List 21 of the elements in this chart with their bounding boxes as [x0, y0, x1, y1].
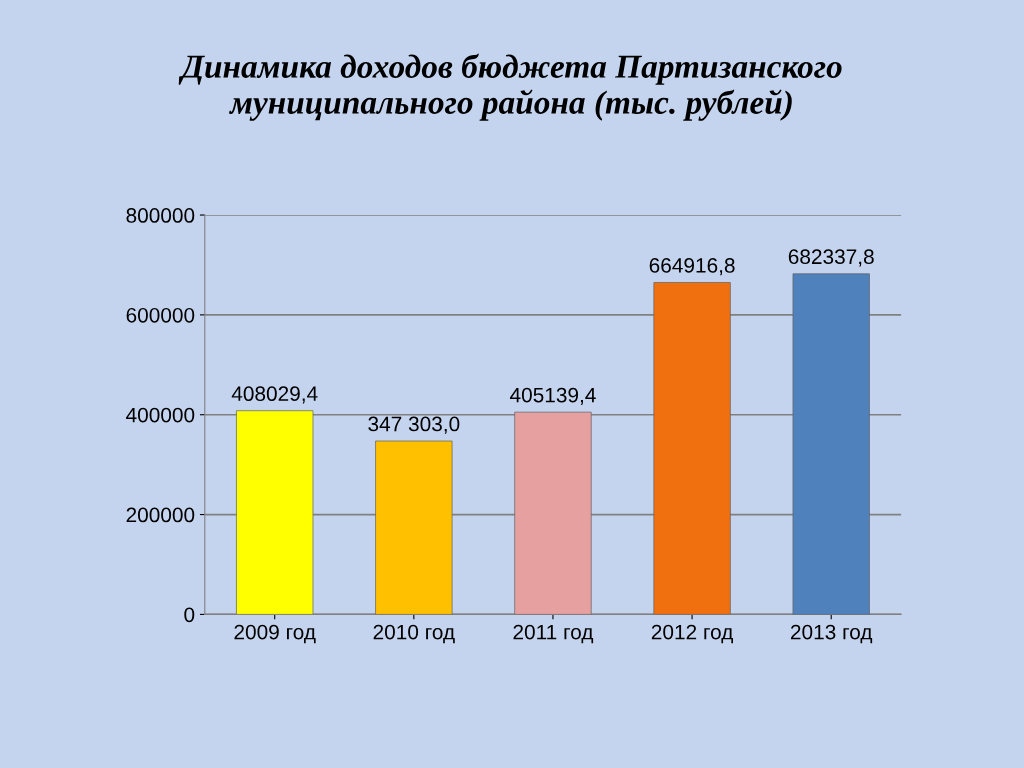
x-tick-label: 2013 год: [790, 624, 873, 644]
bar: [375, 440, 453, 615]
bar: [514, 411, 592, 615]
x-tick-label: 2009 год: [234, 624, 316, 644]
y-tick-label: 800000: [126, 208, 195, 223]
data-label: 405139,4: [510, 387, 596, 405]
bar: [792, 273, 870, 615]
bar: [653, 282, 731, 615]
y-tick-label: 200000: [126, 507, 195, 523]
data-label: 664916,8: [649, 258, 735, 276]
chart-title: Динамика доходов бюджета Партизанского муниципального района (тыс. рублей): [178, 53, 842, 121]
data-label: 408029,4: [231, 386, 318, 404]
y-tick-label: 400000: [126, 407, 195, 423]
x-tick-label: 2010 год: [373, 624, 455, 644]
data-label: 682337,8: [788, 249, 874, 267]
bar: [236, 410, 314, 615]
data-label: 347 303,0: [368, 416, 460, 434]
x-tick-label: 2011 год: [513, 624, 594, 644]
y-tick-label: 0: [184, 607, 195, 623]
x-tick-label: 2012 год: [651, 624, 733, 644]
y-tick-label: 600000: [126, 307, 195, 323]
